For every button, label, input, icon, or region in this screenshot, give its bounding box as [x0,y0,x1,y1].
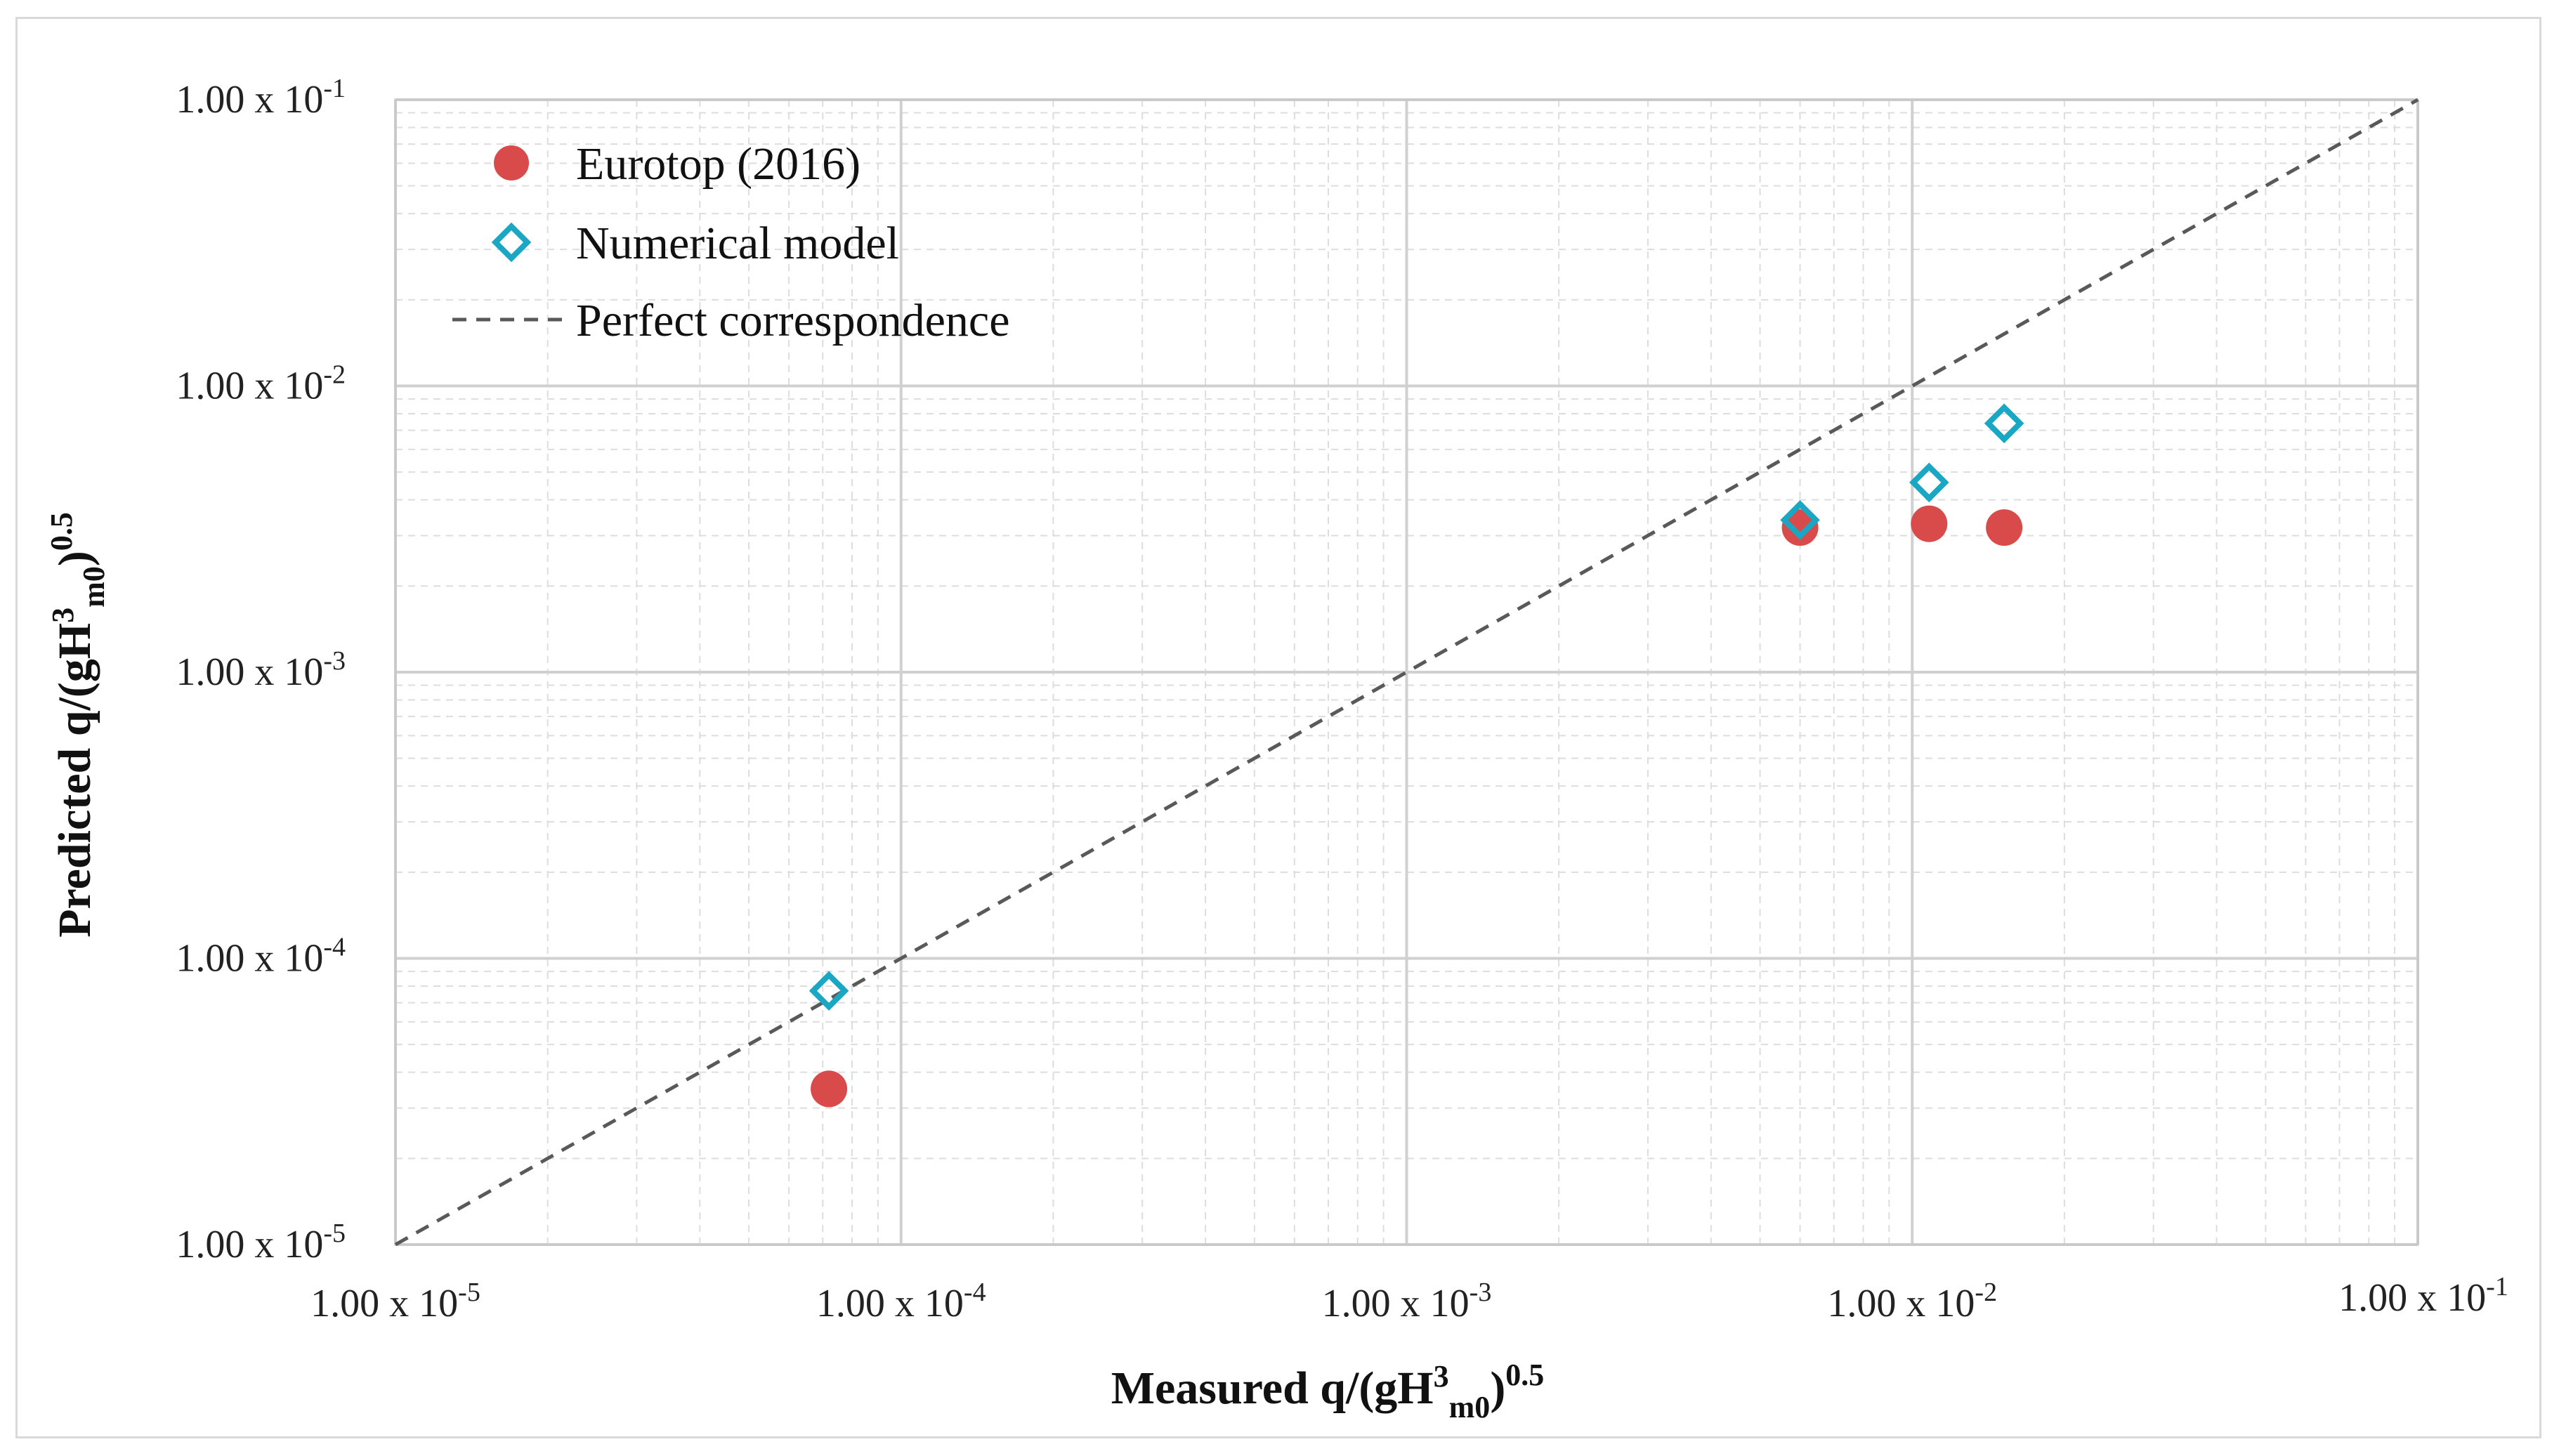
x-tick-exponent: -5 [458,1278,480,1307]
eurotop-point-0 [811,1070,848,1108]
x-tick-label: 1.00 x 10-2 [1827,1278,1997,1325]
x-axis-title-sub: m0 [1449,1390,1491,1424]
x-tick-exponent: -2 [1975,1278,1997,1307]
y-tick-base: 1.00 x 10 [176,650,323,694]
x-tick-base: 1.00 x 10 [1322,1282,1470,1325]
y-tick-exponent: -4 [323,933,346,962]
y-tick-label: 1.00 x 10-5 [176,1219,346,1266]
y-axis-title-sub: m0 [77,566,111,608]
x-axis-title: Measured q/(gH3m0)0.5 [1111,1358,1545,1424]
y-axis-title-sup: 3 [46,608,80,623]
x-tick-base: 1.00 x 10 [310,1282,458,1325]
x-tick-exponent: -1 [2486,1272,2508,1301]
eurotop-point-1 [1781,509,1819,546]
y-tick-label: 1.00 x 10-4 [176,933,346,980]
x-tick-labels: 1.00 x 10-5 1.00 x 10-4 1.00 x 10-3 1.00 x … [310,1272,2508,1325]
x-tick-exponent: -3 [1470,1278,1492,1307]
y-axis-title: Predicted q/(gH3m0)0.5 [44,512,111,938]
x-tick-label: 1.00 x 10-3 [1322,1278,1492,1325]
x-tick-exponent: -4 [964,1278,986,1307]
eurotop-point-2 [1911,505,1948,542]
y-tick-labels: 1.00 x 10-11.00 x 10-21.00 x 10-31.00 x … [176,74,346,1266]
x-axis-title-sup: 3 [1434,1359,1449,1393]
x-axis-title-exp: 0.5 [1505,1358,1544,1392]
x-tick-base: 1.00 x 10 [2338,1276,2486,1320]
y-tick-base: 1.00 x 10 [176,1223,323,1266]
x-tick-label: 1.00 x 10-1 [2338,1272,2508,1320]
y-tick-label: 1.00 x 10-1 [176,74,346,122]
x-tick-base: 1.00 x 10 [816,1282,964,1325]
chart-frame [15,17,2541,1438]
x-tick-base: 1.00 x 10 [1827,1282,1975,1325]
y-tick-base: 1.00 x 10 [176,78,323,122]
x-axis-title-close: ) [1490,1363,1505,1414]
y-tick-label: 1.00 x 10-2 [176,360,346,408]
data-marks [809,403,2024,1108]
y-axis-title-main: Predicted q/(gH [49,623,100,938]
legend: Eurotop (2016) Numerical model Perfect c… [452,138,1010,346]
y-axis-title-exp: 0.5 [44,512,79,551]
y-tick-exponent: -1 [323,74,346,103]
perfect-correspondence-line [394,98,2419,1247]
legend-eurotop-label: Eurotop (2016) [576,138,860,190]
legend-perfect-label: Perfect correspondence [576,295,1010,346]
y-tick-exponent: -5 [323,1219,346,1248]
plot-area-border [394,98,2419,1246]
y-tick-label: 1.00 x 10-3 [176,646,346,694]
numerical-point-3 [1984,403,2024,444]
numerical-point-0 [809,971,849,1011]
numerical-point-2 [1909,462,1949,503]
y-tick-base: 1.00 x 10 [176,365,323,408]
x-tick-label: 1.00 x 10-4 [816,1278,986,1325]
y-tick-base: 1.00 x 10 [176,937,323,980]
y-axis-title-close: ) [49,551,100,566]
legend-numerical-label: Numerical model [576,218,899,269]
numerical-point-1 [1780,500,1820,540]
y-tick-exponent: -2 [323,360,346,390]
y-tick-exponent: -3 [323,646,346,676]
eurotop-point-3 [1986,509,2023,546]
x-axis-title-main: Measured q/(gH [1111,1363,1434,1414]
legend-numerical-marker [491,222,532,263]
legend-eurotop-marker [494,145,529,181]
x-tick-label: 1.00 x 10-5 [310,1278,480,1325]
